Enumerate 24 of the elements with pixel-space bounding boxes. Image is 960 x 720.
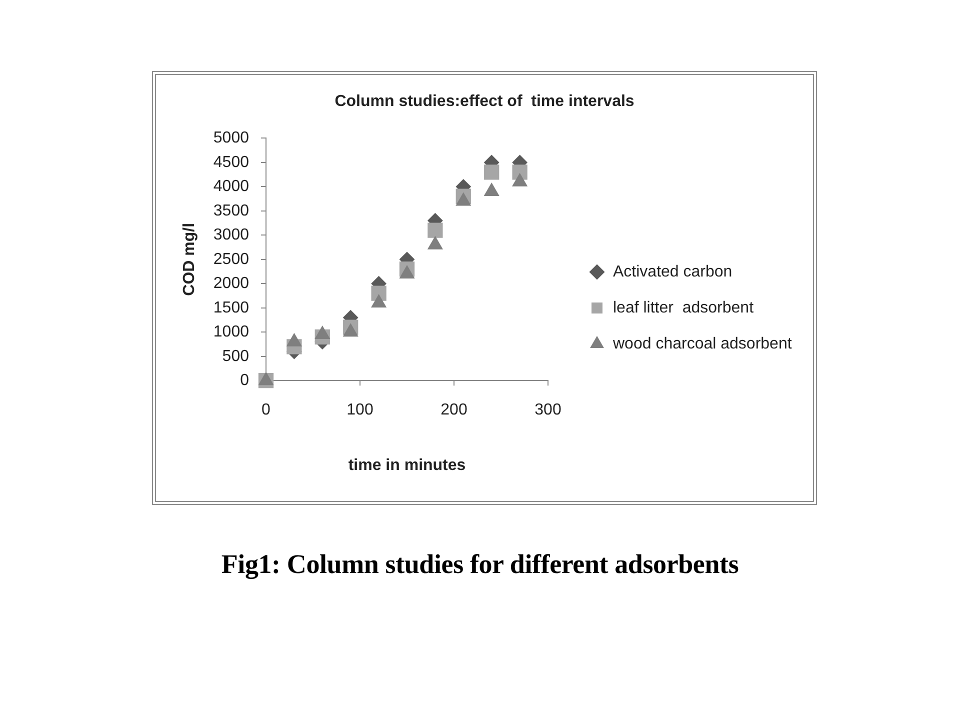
y-tick-label: 5000 xyxy=(213,130,250,147)
y-axis-title: COD mg/l xyxy=(181,222,198,296)
y-tick-label: 3500 xyxy=(213,202,250,220)
point xyxy=(428,222,443,238)
legend-label: wood charcoal adsorbent xyxy=(612,335,792,352)
point xyxy=(484,164,500,180)
y-tick-label: 4000 xyxy=(213,178,250,196)
legend-label: Activated carbon xyxy=(613,263,732,280)
y-tick-label: 500 xyxy=(222,348,250,365)
y-tick-label: 3000 xyxy=(213,226,250,244)
caption: Fig1: Column studies for different adsorbents xyxy=(220,549,740,580)
legend-label: leaf litter adsorbent xyxy=(613,299,754,316)
x-tick-label: 100 xyxy=(346,402,374,419)
x-tick-label: 300 xyxy=(534,402,562,419)
y-tick-label: 2500 xyxy=(213,250,250,268)
y-tick-label: 2000 xyxy=(213,275,250,292)
x-tick-label: 0 xyxy=(262,402,271,419)
x-axis-title: time in minutes xyxy=(348,456,466,474)
chart-title: Column studies:effect of time intervals xyxy=(334,93,634,110)
y-tick-label: 0 xyxy=(240,372,250,390)
y-tick-label: 1500 xyxy=(213,299,250,316)
y-tick-label: 1000 xyxy=(213,324,250,341)
y-tick-label: 4500 xyxy=(213,154,250,171)
x-tick-label: 200 xyxy=(440,402,468,419)
